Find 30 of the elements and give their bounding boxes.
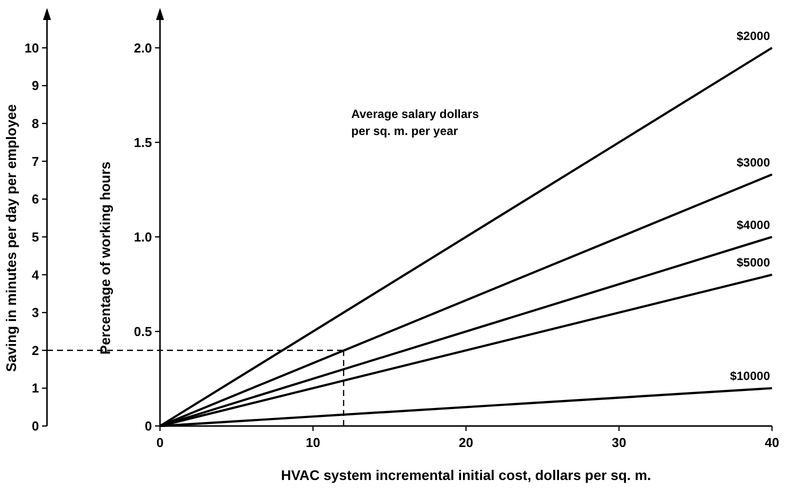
series-label: $4000 [736, 218, 770, 232]
y2-tick-label: 1 [32, 380, 39, 396]
y2-tick-label: 2 [32, 342, 39, 358]
y-tick-label: 1.5 [134, 134, 152, 150]
y-tick-label: 0.5 [134, 324, 152, 340]
y2-tick-label: 7 [32, 154, 39, 169]
annotation: Average salary dollars per sq. m. per year [351, 106, 480, 138]
y2-axis-title: Saving in minutes per day per employee [3, 104, 19, 372]
series-label: $5000 [736, 256, 770, 270]
y2-tick-label: 0 [32, 418, 39, 434]
y2-tick-label: 10 [24, 40, 39, 56]
y2-tick-label: 9 [32, 78, 39, 94]
x-tick-label: 10 [306, 435, 320, 450]
y-tick-label: 2.0 [134, 40, 152, 56]
y2-tick-label: 3 [32, 305, 39, 320]
y2-tick-label: 5 [32, 229, 39, 244]
x-tick-label: 40 [764, 435, 780, 450]
y-tick-label: 0 [144, 418, 152, 434]
y-axis-title: Percentage of working hours [97, 161, 113, 354]
x-tick-label: 20 [458, 435, 474, 450]
y2-tick-label: 8 [32, 116, 39, 132]
x-tick-label: 0 [156, 435, 164, 450]
y2-tick-label: 4 [32, 267, 40, 282]
series-label: $3000 [736, 156, 770, 170]
y-tick-label: 1.0 [134, 229, 152, 244]
series-label: $10000 [730, 369, 770, 384]
series-label: $2000 [736, 28, 770, 43]
x-tick-label: 30 [612, 435, 626, 450]
x-axis-title: HVAC system incremental initial cost, dollars per sq. m. [280, 467, 652, 483]
y2-tick-label: 6 [32, 192, 39, 207]
